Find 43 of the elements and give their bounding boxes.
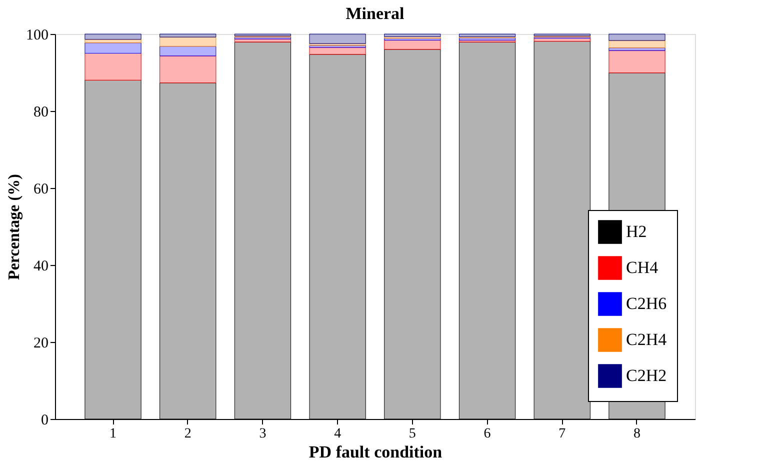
bar	[84, 53, 142, 80]
bar	[384, 34, 441, 37]
bar	[458, 42, 516, 420]
legend-label: H2	[626, 222, 647, 241]
y-tick-label: 20	[34, 336, 48, 352]
bar	[608, 48, 666, 51]
y-tick-label: 100	[26, 28, 48, 44]
bar	[160, 82, 216, 420]
bar	[160, 46, 216, 56]
x-tick-label: 8	[633, 426, 640, 442]
x-tick-label: 2	[184, 426, 192, 442]
bar	[84, 34, 142, 40]
bar	[309, 54, 366, 420]
x-tick-label: 3	[259, 426, 266, 442]
y-tick-label: 40	[34, 258, 48, 274]
bar	[84, 80, 142, 420]
legend-label: C2H4	[626, 330, 668, 349]
bar	[160, 56, 216, 84]
bar	[160, 36, 216, 47]
bar	[160, 34, 216, 38]
bar	[384, 49, 441, 420]
y-tick-label: 60	[34, 182, 48, 198]
bar	[608, 40, 666, 48]
bar	[234, 42, 292, 420]
x-tick-label: 5	[408, 426, 416, 442]
bar	[309, 34, 366, 44]
y-axis-title: Percentage (%)	[6, 174, 23, 280]
bar	[84, 42, 142, 54]
x-tick-label: 4	[334, 426, 342, 442]
legend-label: CH4	[626, 258, 659, 277]
x-axis-title: PD fault condition	[308, 442, 443, 462]
bar	[458, 34, 516, 37]
legend-label: C2H2	[626, 366, 667, 385]
x-tick-label: 1	[110, 426, 117, 442]
legend-label: C2H6	[626, 294, 667, 313]
y-tick-label: 0	[41, 412, 48, 428]
x-tick-label: 6	[484, 426, 491, 442]
bar	[608, 34, 666, 41]
y-tick-label: 80	[34, 104, 48, 120]
bar	[608, 50, 666, 74]
bar	[384, 40, 441, 50]
x-tick-label: 7	[558, 426, 566, 442]
chart-title: Mineral	[346, 4, 405, 23]
